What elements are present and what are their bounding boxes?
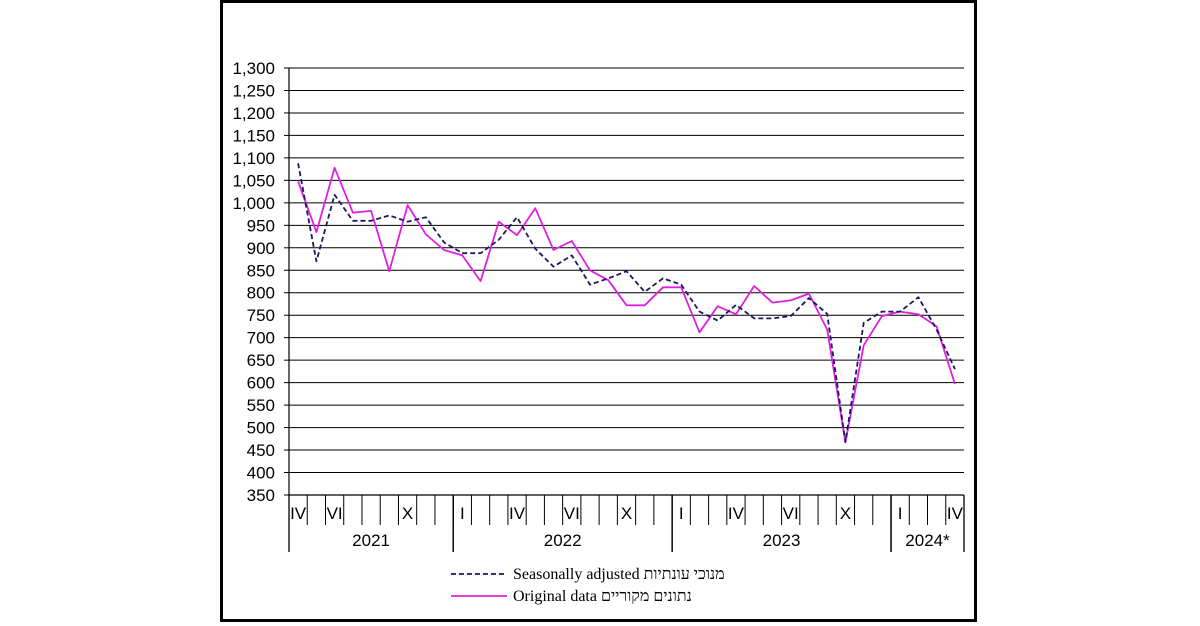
y-tick-label: 900 bbox=[247, 239, 275, 258]
legend-label: Seasonally adjusted מנוכי עונתיות bbox=[513, 566, 725, 583]
y-tick-label: 950 bbox=[247, 216, 275, 235]
y-tick-label: 450 bbox=[247, 441, 275, 460]
month-label: IV bbox=[728, 504, 745, 523]
series-lines bbox=[297, 163, 956, 444]
month-label: IV bbox=[290, 504, 307, 523]
year-label: 2021 bbox=[352, 531, 390, 550]
year-label: 2024* bbox=[905, 531, 950, 550]
x-axis-labels: IV VI X I IV VI X I IV VI X I IV 2021 2022 2023 2024* bbox=[290, 504, 963, 550]
month-label: X bbox=[621, 504, 632, 523]
y-tick-labels: 350 400 450 500 550 600 650 700 750 800 850 900 950 1… bbox=[232, 59, 275, 505]
y-tick-label: 1,100 bbox=[232, 149, 275, 168]
y-tick-label: 550 bbox=[247, 396, 275, 415]
month-label: I bbox=[679, 504, 684, 523]
year-label: 2022 bbox=[544, 531, 582, 550]
y-tick-label: 1,150 bbox=[232, 126, 275, 145]
y-tick-label: 700 bbox=[247, 329, 275, 348]
chart-frame: 350 400 450 500 550 600 650 700 750 800 850 900 950 1… bbox=[220, 0, 977, 622]
month-label: I bbox=[898, 504, 903, 523]
y-tick-label: 1,200 bbox=[232, 104, 275, 123]
y-tick-label: 1,250 bbox=[232, 81, 275, 100]
y-tick-label: 750 bbox=[247, 306, 275, 325]
y-tick-label: 350 bbox=[247, 486, 275, 505]
y-tick-label: 500 bbox=[247, 419, 275, 438]
month-label: VI bbox=[564, 504, 580, 523]
month-label: VI bbox=[327, 504, 343, 523]
y-tick-label: 850 bbox=[247, 261, 275, 280]
month-label: X bbox=[840, 504, 851, 523]
month-label: I bbox=[460, 504, 465, 523]
y-tick-label: 650 bbox=[247, 351, 275, 370]
legend-label: Original data נתונים מקוריים bbox=[513, 588, 692, 605]
original-data-line bbox=[297, 166, 956, 444]
axes bbox=[284, 67, 965, 552]
month-label: IV bbox=[509, 504, 526, 523]
y-tick-label: 800 bbox=[247, 284, 275, 303]
y-tick-label: 400 bbox=[247, 464, 275, 483]
line-chart: 350 400 450 500 550 600 650 700 750 800 850 900 950 1… bbox=[232, 59, 965, 605]
y-tick-label: 1,000 bbox=[232, 194, 275, 213]
month-label: IV bbox=[947, 504, 964, 523]
y-tick-label: 1,050 bbox=[232, 171, 275, 190]
month-label: VI bbox=[783, 504, 799, 523]
y-tick-label: 1,300 bbox=[232, 59, 275, 78]
year-label: 2023 bbox=[763, 531, 801, 550]
month-label: X bbox=[402, 504, 413, 523]
seasonally-adjusted-line bbox=[297, 163, 956, 443]
y-tick-label: 600 bbox=[247, 374, 275, 393]
legend: Seasonally adjusted מנוכי עונתיות Origina… bbox=[451, 566, 725, 605]
